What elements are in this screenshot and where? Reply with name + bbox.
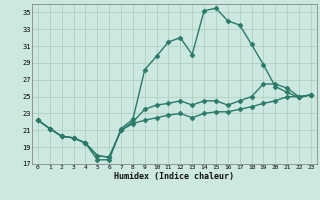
- X-axis label: Humidex (Indice chaleur): Humidex (Indice chaleur): [115, 172, 234, 181]
